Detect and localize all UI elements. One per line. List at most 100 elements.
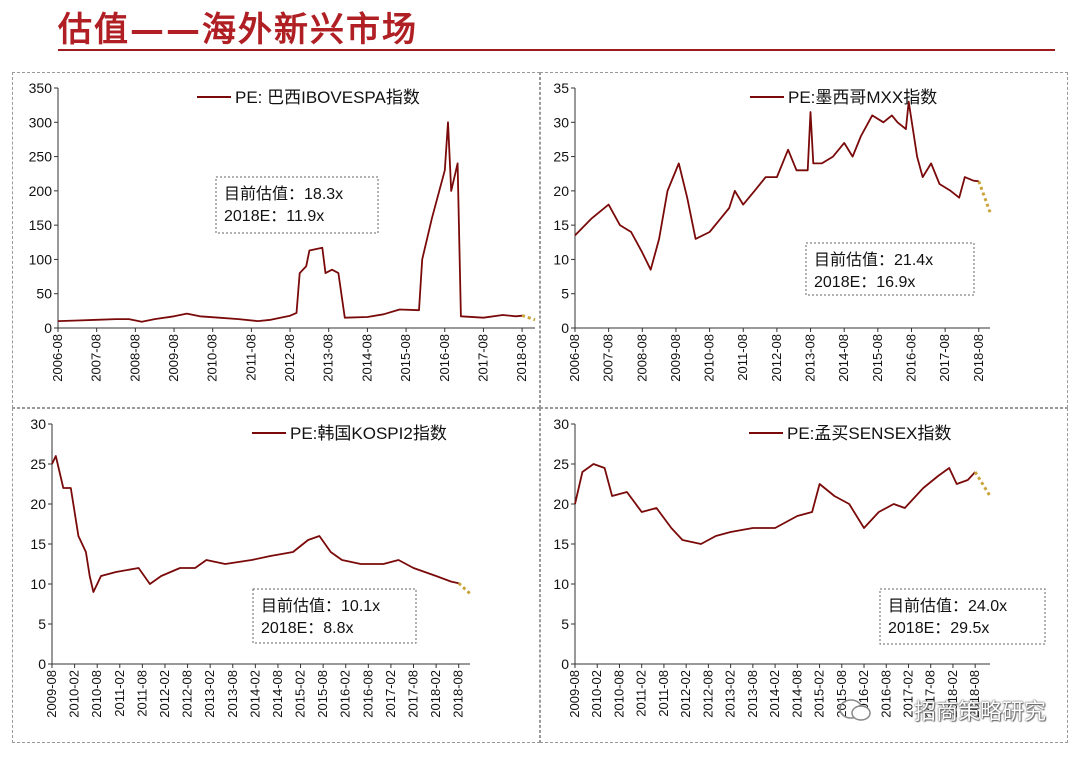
forecast-line-mexico bbox=[977, 180, 992, 213]
forecast-valuation: 2018E：8.8x bbox=[261, 620, 354, 637]
x-tick-label: 2014-08 bbox=[789, 670, 804, 718]
current-value: 21.4x bbox=[894, 252, 933, 269]
x-tick-label: 2011-02 bbox=[112, 670, 127, 717]
legend-label: PE: 巴西IBOVESPA指数 bbox=[235, 88, 420, 107]
legend-label: PE:墨西哥MXX指数 bbox=[788, 88, 937, 107]
x-tick-label: 2018-08 bbox=[967, 670, 982, 718]
x-tick-label: 2013-08 bbox=[745, 670, 760, 718]
y-tick-label: 25 bbox=[553, 149, 569, 165]
y-tick-label: 35 bbox=[553, 80, 569, 96]
chart-panel-brazil bbox=[12, 72, 540, 408]
watermark-text: 招商策略研究 bbox=[913, 700, 1046, 725]
y-tick-label: 5 bbox=[561, 616, 569, 632]
chart-korea: 0 5 10 15 20 25 30 2009-08 2010-02 2010-08 2011-02… bbox=[30, 416, 472, 718]
chart-brazil: 0 50 100 150 200 250 300 350 2006-08 2007-08 2008-… bbox=[29, 80, 536, 382]
x-tick-label: 2015-08 bbox=[398, 334, 413, 382]
x-tick-label: 2016-08 bbox=[878, 670, 893, 718]
x-tick-label: 2013-02 bbox=[723, 670, 738, 718]
annotation-box bbox=[879, 588, 1046, 645]
x-tick-label: 2017-02 bbox=[383, 670, 398, 718]
current-value: 24.0x bbox=[968, 598, 1007, 615]
x-tick-label: 2017-02 bbox=[900, 670, 915, 718]
current-value: 18.3x bbox=[304, 186, 343, 203]
x-tick-label: 2012-08 bbox=[180, 670, 195, 718]
x-tick-label: 2009-08 bbox=[668, 334, 683, 382]
current-valuation: 目前估值：10.1x bbox=[261, 597, 380, 615]
x-tick-label: 2012-08 bbox=[282, 334, 297, 382]
y-tick-label: 20 bbox=[30, 496, 46, 512]
y-tick-label: 50 bbox=[36, 286, 52, 302]
x-tick-label: 2010-08 bbox=[611, 670, 626, 718]
y-tick-label: 10 bbox=[553, 576, 569, 592]
current-valuation: 目前估值：21.4x bbox=[814, 251, 933, 269]
x-tick-label: 2006-08 bbox=[50, 334, 65, 382]
x-tick-label: 2016-08 bbox=[360, 670, 375, 718]
annotation-box bbox=[215, 176, 379, 234]
x-tick-label: 2017-08 bbox=[475, 334, 490, 382]
x-tick-label: 2012-08 bbox=[700, 670, 715, 718]
y-tick-label: 20 bbox=[553, 183, 569, 199]
x-tick-label: 2010-02 bbox=[67, 670, 82, 718]
x-tick-label: 2014-08 bbox=[836, 334, 851, 382]
y-tick-label: 10 bbox=[553, 251, 569, 267]
x-tick-label: 2011-08 bbox=[134, 670, 149, 717]
forecast-line-india bbox=[973, 471, 992, 497]
x-tick-label: 2018-08 bbox=[514, 334, 529, 382]
y-tick-label: 15 bbox=[553, 217, 569, 233]
legend-label: PE:孟买SENSEX指数 bbox=[787, 424, 951, 443]
forecast-label: 2018E： bbox=[888, 620, 950, 637]
x-tick-label: 2012-08 bbox=[769, 334, 784, 382]
y-tick-label: 150 bbox=[29, 217, 53, 233]
x-tick-label: 2016-02 bbox=[338, 670, 353, 718]
forecast-line-brazil bbox=[521, 314, 536, 322]
x-tick-label: 2018-08 bbox=[971, 334, 986, 382]
current-valuation: 目前估值：18.3x bbox=[224, 185, 343, 203]
current-label: 目前估值： bbox=[224, 185, 304, 203]
x-tick-label: 2015-08 bbox=[870, 334, 885, 382]
series-line-mexico bbox=[574, 100, 979, 271]
y-tick-label: 30 bbox=[30, 416, 46, 432]
series-line-brazil bbox=[57, 121, 523, 323]
chart-panel-korea bbox=[12, 408, 540, 743]
chart-india: 0 5 10 15 20 25 30 2009-08 2010-02 2010-08 2011-02… bbox=[553, 416, 1046, 718]
forecast-value: 29.5x bbox=[950, 620, 989, 637]
series-line-india bbox=[574, 463, 976, 545]
y-tick-label: 5 bbox=[561, 286, 569, 302]
y-tick-label: 5 bbox=[38, 616, 46, 632]
x-tick-label: 2016-08 bbox=[437, 334, 452, 382]
y-tick-label: 0 bbox=[44, 320, 52, 336]
forecast-valuation: 2018E：16.9x bbox=[814, 274, 915, 291]
y-tick-label: 25 bbox=[553, 456, 569, 472]
x-tick-label: 2012-02 bbox=[678, 670, 693, 718]
x-tick-label: 2014-02 bbox=[767, 670, 782, 718]
y-tick-label: 10 bbox=[30, 576, 46, 592]
y-tick-label: 100 bbox=[29, 251, 53, 267]
x-tick-label: 2009-08 bbox=[567, 670, 582, 718]
x-tick-label: 2014-08 bbox=[270, 670, 285, 718]
forecast-label: 2018E： bbox=[261, 620, 323, 637]
x-tick-label: 2017-08 bbox=[923, 670, 938, 718]
forecast-label: 2018E： bbox=[224, 208, 286, 225]
forecast-value: 8.8x bbox=[323, 620, 353, 637]
x-tick-label: 2010-02 bbox=[589, 670, 604, 718]
y-tick-label: 300 bbox=[29, 114, 53, 130]
x-tick-label: 2016-08 bbox=[903, 334, 918, 382]
y-tick-label: 0 bbox=[561, 320, 569, 336]
annotation-box bbox=[252, 588, 417, 644]
y-tick-label: 250 bbox=[29, 149, 53, 165]
x-tick-label: 2010-08 bbox=[702, 334, 717, 382]
x-tick-label: 2006-08 bbox=[567, 334, 582, 382]
y-tick-label: 30 bbox=[553, 114, 569, 130]
x-tick-label: 2017-08 bbox=[406, 670, 421, 718]
x-tick-label: 2018-02 bbox=[945, 670, 960, 718]
y-tick-label: 25 bbox=[30, 456, 46, 472]
title-divider bbox=[58, 49, 1055, 51]
x-tick-label: 2010-08 bbox=[89, 670, 104, 718]
forecast-label: 2018E： bbox=[814, 274, 876, 291]
wechat-icon bbox=[839, 699, 871, 721]
annotation-box bbox=[805, 242, 975, 296]
chart-panel-mexico bbox=[540, 72, 1068, 408]
x-tick-label: 2007-08 bbox=[601, 334, 616, 382]
x-tick-label: 2008-08 bbox=[127, 334, 142, 382]
